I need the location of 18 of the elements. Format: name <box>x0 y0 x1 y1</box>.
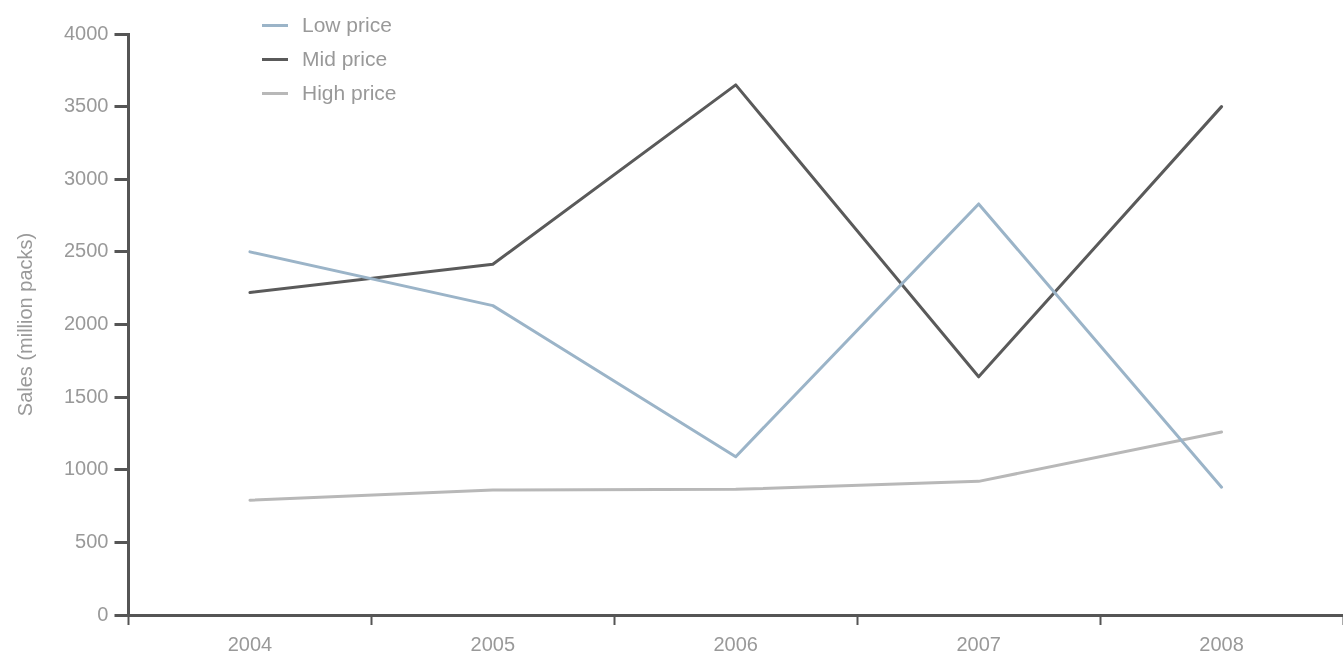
y-axis-title: Sales (million packs) <box>13 232 36 417</box>
y-tick-label: 3500 <box>63 94 109 117</box>
y-tick-label: 4000 <box>63 21 109 44</box>
x-tick-label: 2005 <box>470 632 516 655</box>
y-tick-label: 1500 <box>63 384 109 407</box>
legend-label: Low price <box>302 12 392 38</box>
y-tick-label: 500 <box>75 529 109 552</box>
y-tick-label: 2500 <box>63 239 109 262</box>
legend-label: Mid price <box>302 46 388 72</box>
x-tick-label: 2007 <box>956 632 1001 655</box>
legend-label: High price <box>302 80 397 106</box>
y-tick-label: 0 <box>97 602 109 625</box>
x-tick-label: 2004 <box>227 632 273 655</box>
y-tick-label: 2000 <box>63 312 109 335</box>
x-tick-label: 2006 <box>713 632 758 655</box>
y-tick-label: 3000 <box>63 166 109 189</box>
x-tick-label: 2008 <box>1199 632 1244 655</box>
y-tick-label: 1000 <box>63 457 109 480</box>
